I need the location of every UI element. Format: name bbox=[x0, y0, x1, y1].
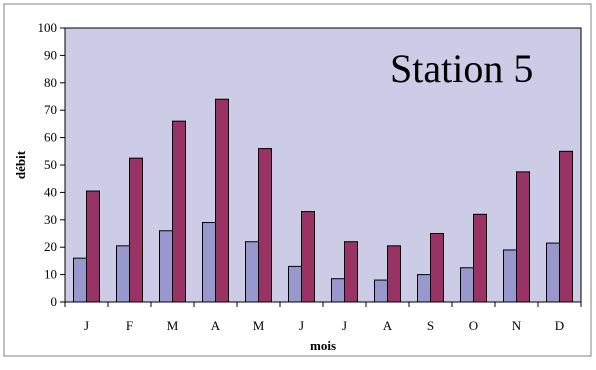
y-tick-label: 60 bbox=[44, 130, 57, 145]
bar-series-1 bbox=[417, 274, 431, 303]
x-tick-label: M bbox=[253, 318, 265, 333]
y-tick-label: 20 bbox=[44, 239, 57, 254]
y-tick-label: 100 bbox=[38, 20, 58, 35]
bar-series-2 bbox=[344, 241, 358, 303]
x-tick-label: J bbox=[299, 318, 304, 333]
x-tick-label: S bbox=[427, 318, 434, 333]
x-axis-title: mois bbox=[310, 338, 336, 353]
bar-series-1 bbox=[288, 265, 302, 303]
bar-series-2 bbox=[301, 211, 315, 303]
x-tick-label: J bbox=[342, 318, 347, 333]
bar-series-1 bbox=[202, 222, 216, 303]
bar-series-1 bbox=[159, 230, 173, 303]
y-tick-label: 90 bbox=[44, 47, 57, 62]
y-tick-label: 80 bbox=[44, 75, 57, 90]
bar-series-1 bbox=[460, 267, 474, 303]
y-tick-label: 30 bbox=[44, 212, 57, 227]
x-tick-label: D bbox=[555, 318, 564, 333]
y-axis: 0 10 20 30 40 50 60 70 80 90 100 bbox=[38, 20, 66, 309]
y-tick-label: 50 bbox=[44, 157, 57, 172]
y-tick-label: 40 bbox=[44, 184, 57, 199]
bar-series-2 bbox=[559, 150, 573, 303]
x-tick-label: J bbox=[84, 318, 89, 333]
bar-series-2 bbox=[516, 171, 530, 303]
bar-series-1 bbox=[374, 279, 388, 303]
bar-series-2 bbox=[215, 98, 229, 303]
x-tick-label: A bbox=[211, 318, 221, 333]
bar-series-2 bbox=[258, 148, 272, 303]
y-tick-label: 10 bbox=[44, 267, 57, 282]
bar-series-1 bbox=[245, 241, 259, 303]
bar-series-1 bbox=[73, 257, 87, 303]
bar-series-2 bbox=[172, 120, 186, 303]
x-tick-label: O bbox=[469, 318, 478, 333]
bar-series-2 bbox=[129, 157, 143, 303]
y-tick-label: 70 bbox=[44, 102, 57, 117]
bar-series-1 bbox=[331, 278, 345, 303]
bar-series-2 bbox=[86, 190, 100, 303]
x-tick-label: A bbox=[383, 318, 393, 333]
x-tick-label: N bbox=[512, 318, 522, 333]
x-tick-label: F bbox=[126, 318, 133, 333]
y-tick-label: 0 bbox=[51, 294, 58, 309]
bar-series-1 bbox=[116, 245, 130, 303]
bar-series-1 bbox=[503, 249, 517, 303]
plot-area bbox=[64, 27, 582, 303]
bar-series-1 bbox=[546, 242, 560, 303]
bar-series-2 bbox=[387, 245, 401, 303]
x-tick-label: M bbox=[167, 318, 179, 333]
chart-title: Station 5 bbox=[390, 46, 533, 91]
y-axis-title: débit bbox=[13, 150, 28, 179]
bar-series-2 bbox=[430, 233, 444, 303]
bar-series-2 bbox=[473, 213, 487, 303]
